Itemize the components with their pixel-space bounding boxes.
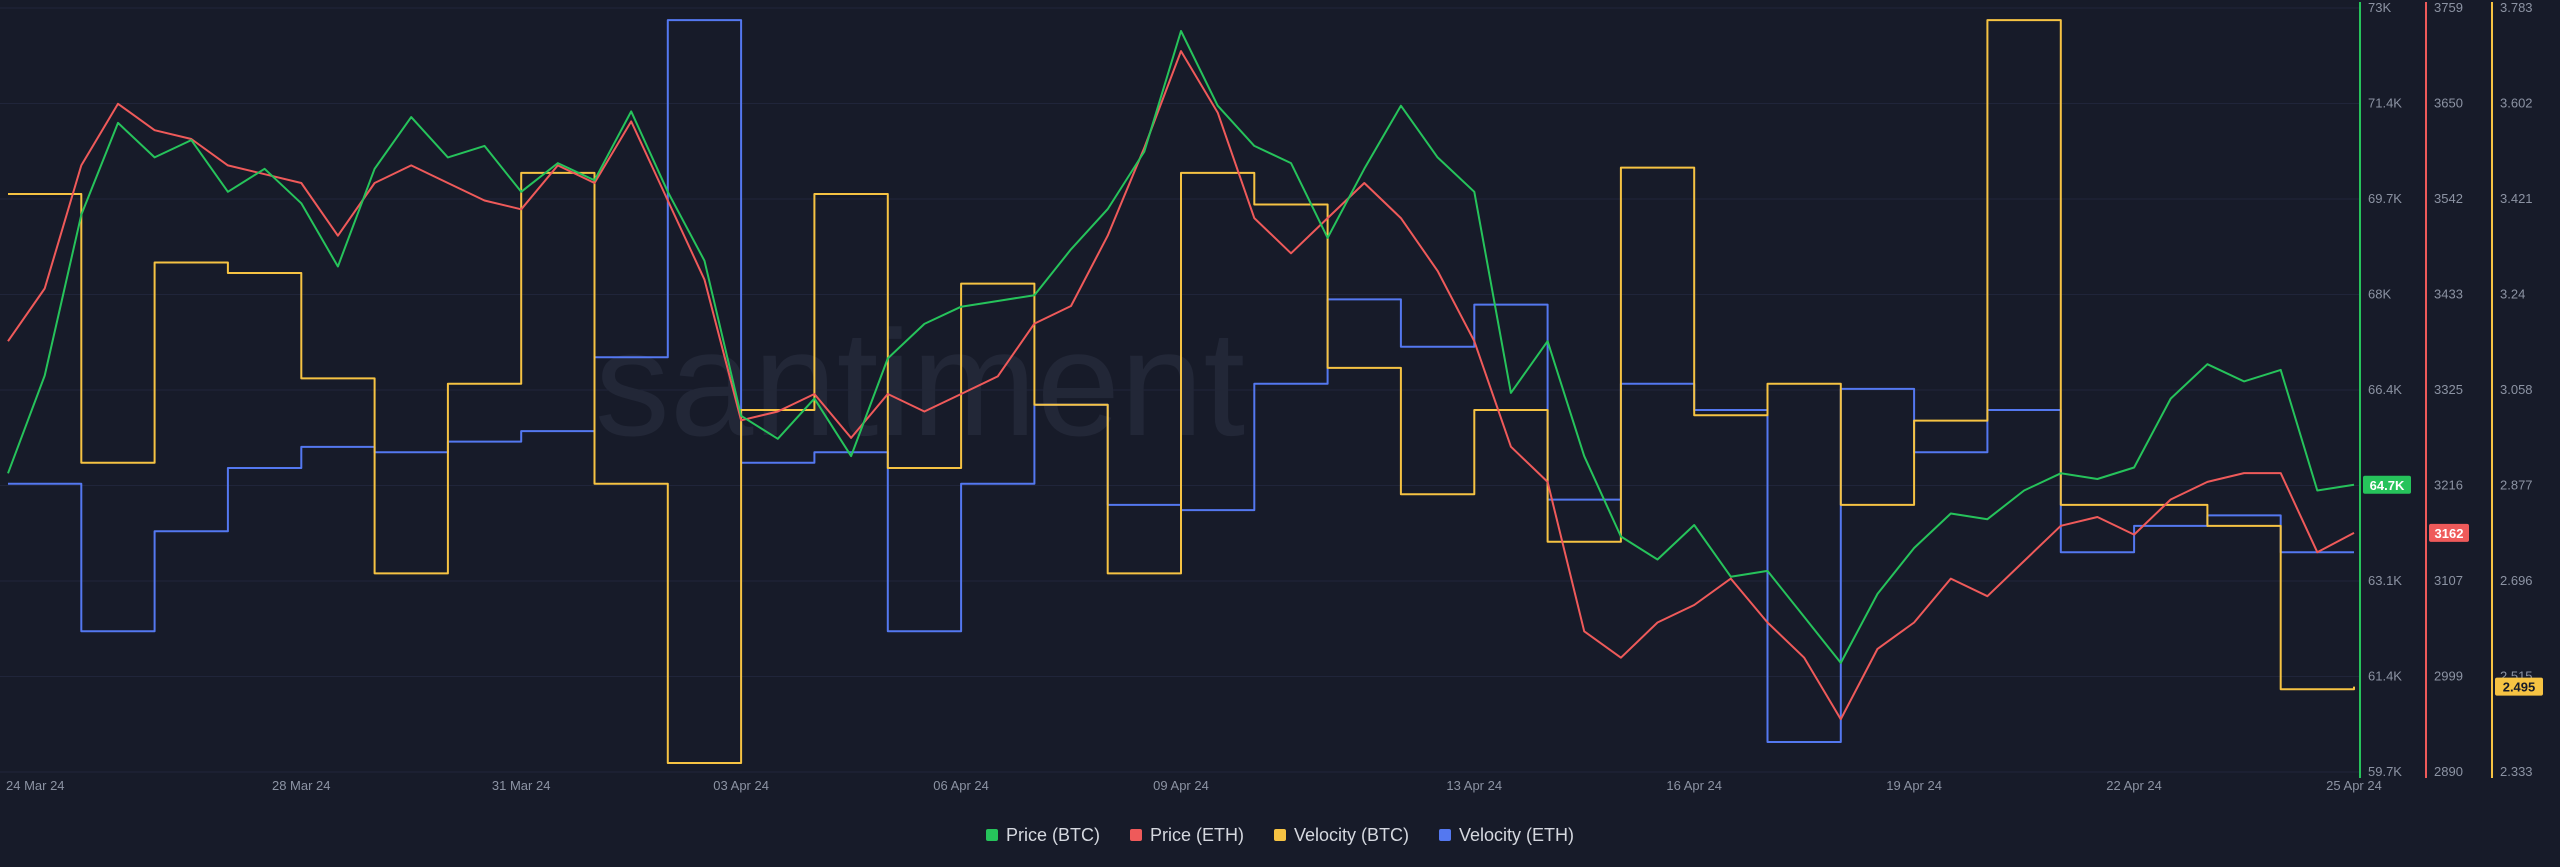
x-tick-label: 28 Mar 24 <box>272 778 331 793</box>
y-tick-label: 59.7K <box>2368 764 2402 779</box>
legend: Price (BTC) Price (ETH) Velocity (BTC) V… <box>0 820 2560 850</box>
y-tick-label: 63.1K <box>2368 573 2402 588</box>
y-tick-label: 3325 <box>2434 382 2463 397</box>
y-tick-label: 66.4K <box>2368 382 2402 397</box>
x-tick-label: 19 Apr 24 <box>1886 778 1942 793</box>
legend-item-price-btc[interactable]: Price (BTC) <box>985 824 1100 846</box>
x-tick-label: 25 Apr 24 <box>2326 778 2382 793</box>
legend-swatch <box>1273 829 1286 841</box>
y-tick-label: 3650 <box>2434 96 2463 111</box>
y-tick-label: 2999 <box>2434 669 2463 684</box>
y-tick-label: 71.4K <box>2368 96 2402 111</box>
series-line-price-btc[interactable] <box>7 30 2355 664</box>
legend-item-velocity-btc[interactable]: Velocity (BTC) <box>1273 824 1409 846</box>
y-tick-label: 68K <box>2368 287 2391 302</box>
x-tick-label: 22 Apr 24 <box>2106 778 2162 793</box>
watermark: santiment <box>595 299 1245 467</box>
legend-swatch <box>1129 829 1142 841</box>
y-tick-label: 69.7K <box>2368 191 2402 206</box>
series-line-velocity-btc[interactable] <box>8 19 2355 764</box>
y-tick-label: 3.058 <box>2500 382 2533 397</box>
y-tick-label: 3759 <box>2434 0 2463 15</box>
x-tick-label: 09 Apr 24 <box>1153 778 1209 793</box>
y-tick-label: 2.877 <box>2500 478 2533 493</box>
x-tick-label: 16 Apr 24 <box>1666 778 1722 793</box>
y-tick-label: 73K <box>2368 0 2391 15</box>
axis-layer: 73K 71.4K 69.7K 68K 66.4K 64.7K 63.1K 61.4K 59.7… <box>2359 0 2543 779</box>
current-value-badge <box>2363 475 2411 494</box>
legend-item-velocity-eth[interactable]: Velocity (ETH) <box>1439 825 1574 846</box>
current-value-badge <box>2429 523 2469 542</box>
y-tick-label: 3107 <box>2434 573 2463 588</box>
x-tick-label: 06 Apr 24 <box>933 778 989 793</box>
y-tick-label: 3.421 <box>2500 191 2533 206</box>
series-line-price-eth[interactable] <box>7 50 2355 721</box>
current-value-text: 2.495 <box>2503 680 2536 695</box>
legend-label: Price (BTC) <box>1005 824 1100 845</box>
legend-label: Velocity (ETH) <box>1459 824 1575 845</box>
x-tick-label: 03 Apr 24 <box>713 778 769 793</box>
legend-label: Velocity (BTC) <box>1293 824 1409 845</box>
x-axis: 24 Mar 24 28 Mar 24 31 Mar 24 03 Apr 24 06 A… <box>6 778 2382 793</box>
y-tick-label: 3.602 <box>2500 96 2533 111</box>
legend-swatch <box>1439 829 1451 841</box>
y-tick-label: 3542 <box>2434 191 2463 206</box>
x-tick-label: 31 Mar 24 <box>492 778 551 793</box>
y-tick-label: 3.24 <box>2500 287 2525 302</box>
y-tick-label: 2890 <box>2434 764 2463 779</box>
legend-label: Price (ETH) <box>1149 824 1244 845</box>
y-tick-label: 61.4K <box>2368 669 2402 684</box>
x-tick-label: 24 Mar 24 <box>6 778 65 793</box>
current-value-badge <box>2495 677 2543 696</box>
current-value-text: 64.7K <box>2370 478 2405 493</box>
series-layer <box>7 19 2355 764</box>
current-value-text: 3162 <box>2435 526 2464 541</box>
legend-swatch <box>985 829 998 841</box>
y-tick-label: 3.783 <box>2500 0 2533 15</box>
x-tick-label: 13 Apr 24 <box>1446 778 1502 793</box>
y-tick-label: 2.333 <box>2500 764 2533 779</box>
y-tick-label: 3433 <box>2434 287 2463 302</box>
legend-item-price-eth[interactable]: Price (ETH) <box>1129 824 1244 846</box>
y-tick-label: 3216 <box>2434 478 2463 493</box>
y-tick-label: 2.696 <box>2500 573 2533 588</box>
